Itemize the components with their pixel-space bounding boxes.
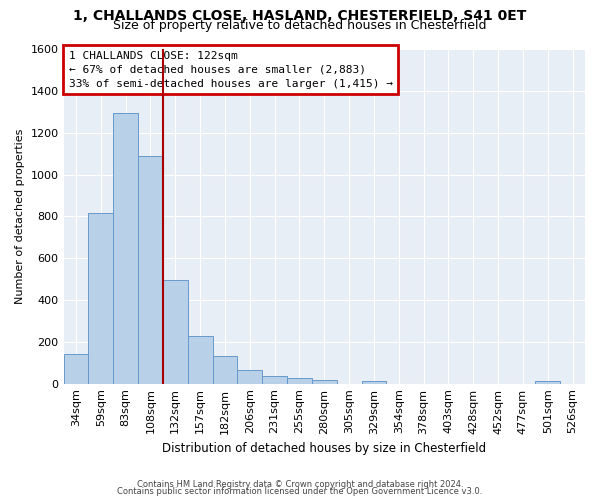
Bar bbox=[238, 370, 262, 384]
Bar bbox=[362, 380, 386, 384]
X-axis label: Distribution of detached houses by size in Chesterfield: Distribution of detached houses by size … bbox=[162, 442, 487, 455]
Text: Contains public sector information licensed under the Open Government Licence v3: Contains public sector information licen… bbox=[118, 487, 482, 496]
Text: 1 CHALLANDS CLOSE: 122sqm
← 67% of detached houses are smaller (2,883)
33% of se: 1 CHALLANDS CLOSE: 122sqm ← 67% of detac… bbox=[69, 50, 393, 88]
Bar bbox=[163, 280, 188, 384]
Text: Size of property relative to detached houses in Chesterfield: Size of property relative to detached ho… bbox=[113, 18, 487, 32]
Bar bbox=[64, 354, 88, 384]
Bar bbox=[312, 380, 337, 384]
Bar bbox=[188, 336, 212, 384]
Bar bbox=[212, 356, 238, 384]
Text: Contains HM Land Registry data © Crown copyright and database right 2024.: Contains HM Land Registry data © Crown c… bbox=[137, 480, 463, 489]
Bar bbox=[88, 213, 113, 384]
Text: 1, CHALLANDS CLOSE, HASLAND, CHESTERFIELD, S41 0ET: 1, CHALLANDS CLOSE, HASLAND, CHESTERFIEL… bbox=[73, 9, 527, 23]
Bar bbox=[113, 113, 138, 384]
Bar bbox=[287, 378, 312, 384]
Bar bbox=[262, 376, 287, 384]
Bar bbox=[535, 381, 560, 384]
Bar bbox=[138, 156, 163, 384]
Y-axis label: Number of detached properties: Number of detached properties bbox=[15, 128, 25, 304]
